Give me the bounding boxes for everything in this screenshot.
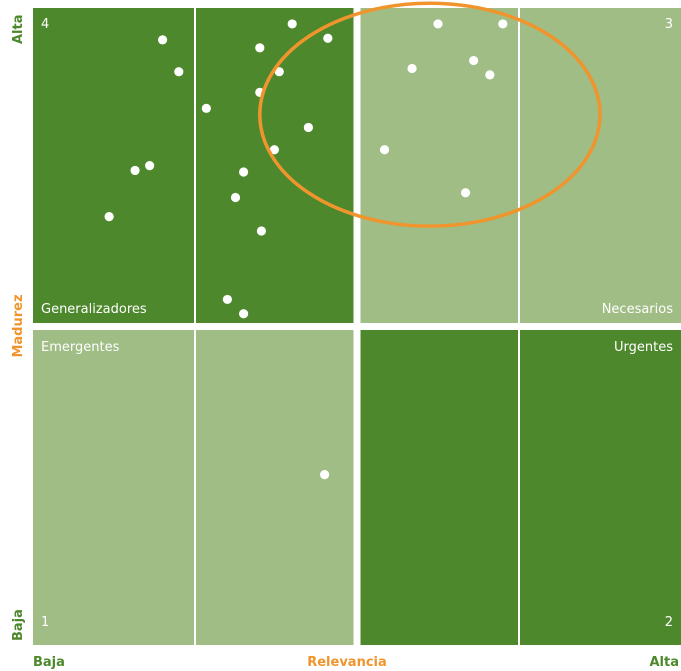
data-point-21 [407,63,417,74]
data-point-13 [104,212,114,222]
quadrant-name-4: Generalizadores [41,302,147,317]
data-point-7 [287,19,297,29]
y-axis-high-label: Alta [11,14,26,44]
y-axis-low-label: Baja [11,609,26,641]
quadrant-name-2: Urgentes [614,340,673,355]
data-point-11 [239,167,249,177]
data-point-14 [256,226,267,236]
data-point-24 [379,145,390,155]
data-point-10 [145,161,155,171]
highlight-ellipse [258,1,602,228]
quadrant-number-3: 3 [665,17,673,32]
data-point-17 [269,145,279,155]
data-point-15 [222,294,232,305]
x-axis-title: Relevancia [307,655,387,670]
data-point-26 [320,470,330,480]
quadrant-number-2: 2 [665,615,673,630]
data-point-1 [158,35,168,45]
quadrant-number-4: 4 [41,17,49,32]
data-point-3 [201,103,211,113]
data-point-23 [485,70,495,80]
data-point-18 [303,122,313,133]
data-point-12 [230,192,241,203]
data-point-19 [433,19,443,29]
data-point-5 [274,67,284,77]
data-point-2 [174,67,184,77]
data-point-4 [255,43,265,53]
quadrant-number-1: 1 [41,615,49,630]
data-point-22 [469,55,479,66]
y-axis-title: Madurez [11,294,26,357]
data-points [104,19,508,480]
quadrant-name-3: Necesarios [602,302,674,317]
data-point-8 [323,33,333,43]
data-point-9 [130,165,140,176]
x-axis-high-label: Alta [649,655,679,670]
data-point-20 [498,19,508,29]
data-point-25 [460,188,471,198]
quadrant-name-1: Emergentes [41,340,120,355]
x-axis-low-label: Baja [33,655,65,670]
quadrant-dividers [33,8,681,645]
data-point-16 [239,309,249,319]
